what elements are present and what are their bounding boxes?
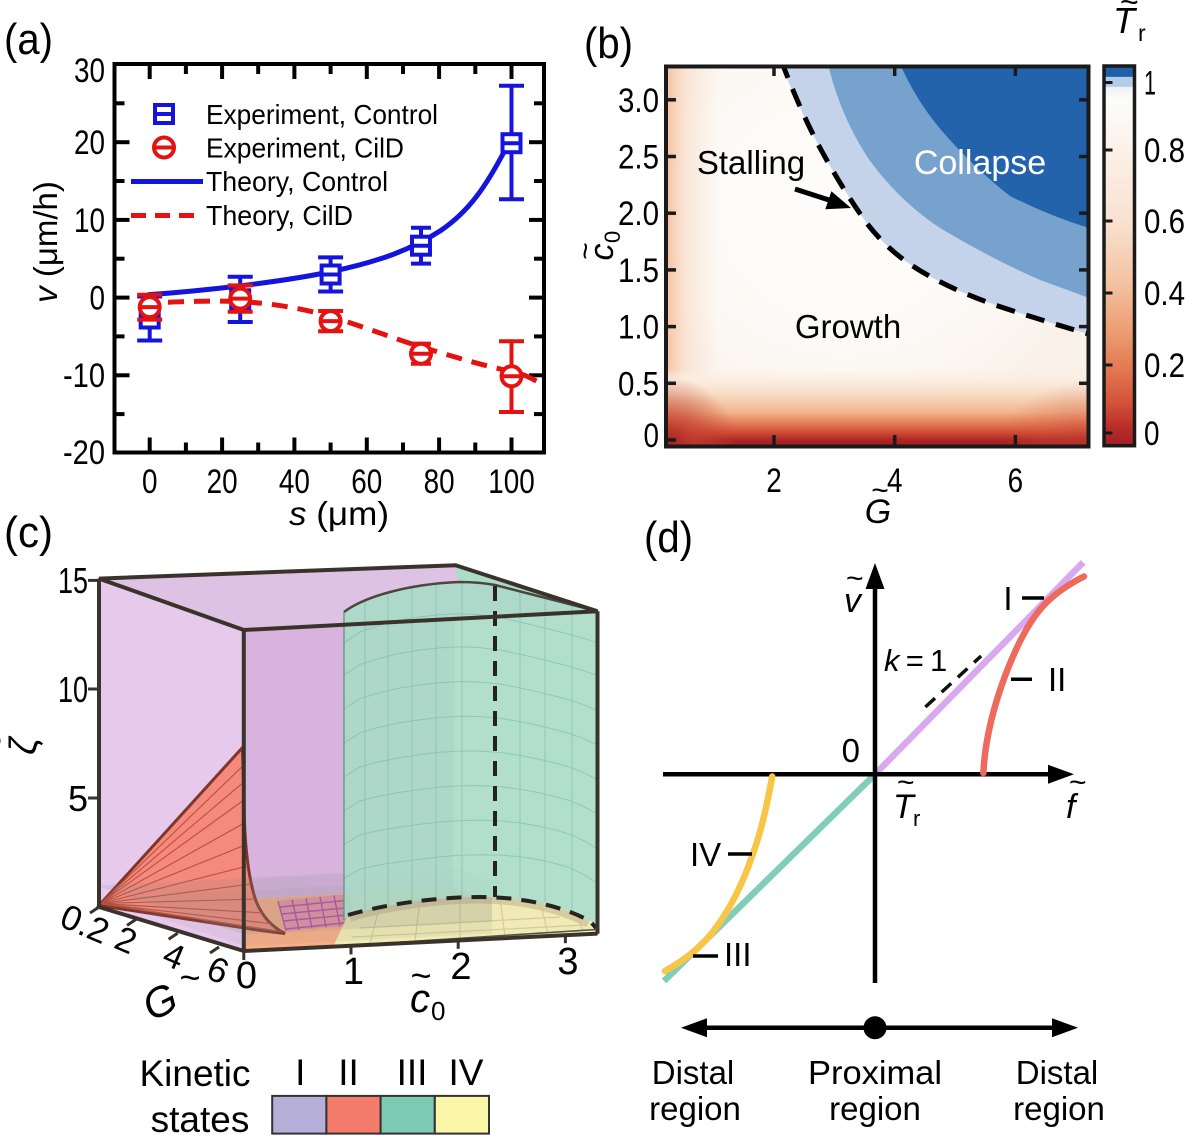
svg-text:0.6: 0.6 [1144,203,1185,241]
svg-text:~: ~ [179,957,200,998]
svg-text:r: r [1138,20,1146,46]
svg-text:80: 80 [424,463,455,501]
svg-text:c: c [410,977,430,1021]
svg-text:Distal: Distal [652,1054,735,1091]
svg-text:III: III [724,936,752,973]
svg-text:2.0: 2.0 [618,195,659,233]
svg-text:II: II [338,1052,359,1093]
svg-text:Growth: Growth [795,308,901,345]
svg-text:III: III [397,1052,428,1093]
svg-text:0.8: 0.8 [1144,132,1185,170]
svg-text:15: 15 [58,560,88,601]
svg-text:I: I [295,1052,305,1093]
svg-text:Theory, CilD: Theory, CilD [206,200,353,231]
svg-text:3: 3 [557,941,578,983]
svg-text:(b): (b) [584,19,633,68]
svg-text:10: 10 [58,669,88,710]
svg-text:1.5: 1.5 [618,252,659,290]
svg-text:5: 5 [68,778,88,819]
svg-text:II: II [1048,661,1066,698]
svg-text:T: T [893,788,916,826]
svg-text:20: 20 [207,463,238,501]
svg-text:Stalling: Stalling [697,144,805,181]
svg-text:~: ~ [871,474,889,507]
svg-text:G: G [865,493,891,531]
svg-text:~: ~ [1069,766,1087,799]
svg-text:0: 0 [600,231,625,243]
svg-text:region: region [1013,1090,1105,1127]
svg-text:~: ~ [897,766,915,799]
svg-text:s (μm): s (μm) [289,495,389,532]
svg-text:region: region [649,1090,741,1127]
svg-text:1.0: 1.0 [618,309,659,347]
svg-text:0: 0 [236,955,257,997]
svg-text:2.5: 2.5 [618,139,659,177]
svg-text:0: 0 [644,417,660,455]
svg-text:Experiment, CilD: Experiment, CilD [206,133,404,164]
svg-text:v (μm/h): v (μm/h) [27,181,64,303]
svg-text:0: 0 [142,463,158,501]
svg-text:region: region [829,1090,921,1127]
svg-text:v: v [844,582,863,620]
svg-text:c: c [583,244,621,261]
svg-text:0: 0 [1144,415,1160,453]
svg-text:1: 1 [343,951,364,993]
svg-text:2: 2 [766,462,782,500]
svg-text:(c): (c) [4,508,53,557]
svg-text:60: 60 [351,463,382,501]
svg-text:Kinetic: Kinetic [139,1053,250,1094]
svg-text:100: 100 [488,463,535,501]
svg-text:(d): (d) [644,513,693,562]
svg-text:0.2: 0.2 [1144,347,1185,385]
svg-text:Proximal: Proximal [808,1054,942,1091]
svg-text:~: ~ [0,735,18,755]
svg-text:2: 2 [450,946,471,988]
svg-text:Theory, Control: Theory, Control [206,166,388,197]
svg-text:states: states [151,1099,250,1140]
svg-text:1: 1 [1144,65,1156,103]
svg-text:~: ~ [410,955,431,996]
svg-text:0.5: 0.5 [618,365,659,403]
svg-text:40: 40 [279,463,310,501]
svg-text:T: T [1113,0,1138,41]
svg-text:ζ: ζ [3,735,45,755]
svg-text:r: r [913,806,920,831]
svg-text:0: 0 [431,996,445,1026]
svg-text:~: ~ [846,562,864,595]
svg-text:Distal: Distal [1016,1054,1099,1091]
svg-text:10: 10 [74,202,105,240]
svg-text:4: 4 [887,462,903,500]
svg-text:Collapse: Collapse [914,144,1046,182]
svg-text:I: I [1003,580,1012,617]
svg-text:IV: IV [449,1052,484,1093]
svg-text:20: 20 [74,124,105,162]
svg-text:-10: -10 [63,357,105,395]
svg-text:(a): (a) [4,15,53,64]
svg-text:~: ~ [569,242,602,260]
svg-text:30: 30 [74,52,105,90]
svg-text:0.4: 0.4 [1144,275,1185,313]
svg-text:6: 6 [1008,462,1024,500]
svg-text:k = 1: k = 1 [884,643,947,678]
svg-text:Experiment, Control: Experiment, Control [206,99,438,130]
svg-text:0: 0 [90,280,106,318]
svg-text:-20: -20 [63,434,105,472]
svg-text:IV: IV [690,836,721,873]
svg-text:0: 0 [842,732,860,769]
svg-text:~: ~ [1120,0,1139,20]
svg-text:3.0: 3.0 [618,82,659,120]
